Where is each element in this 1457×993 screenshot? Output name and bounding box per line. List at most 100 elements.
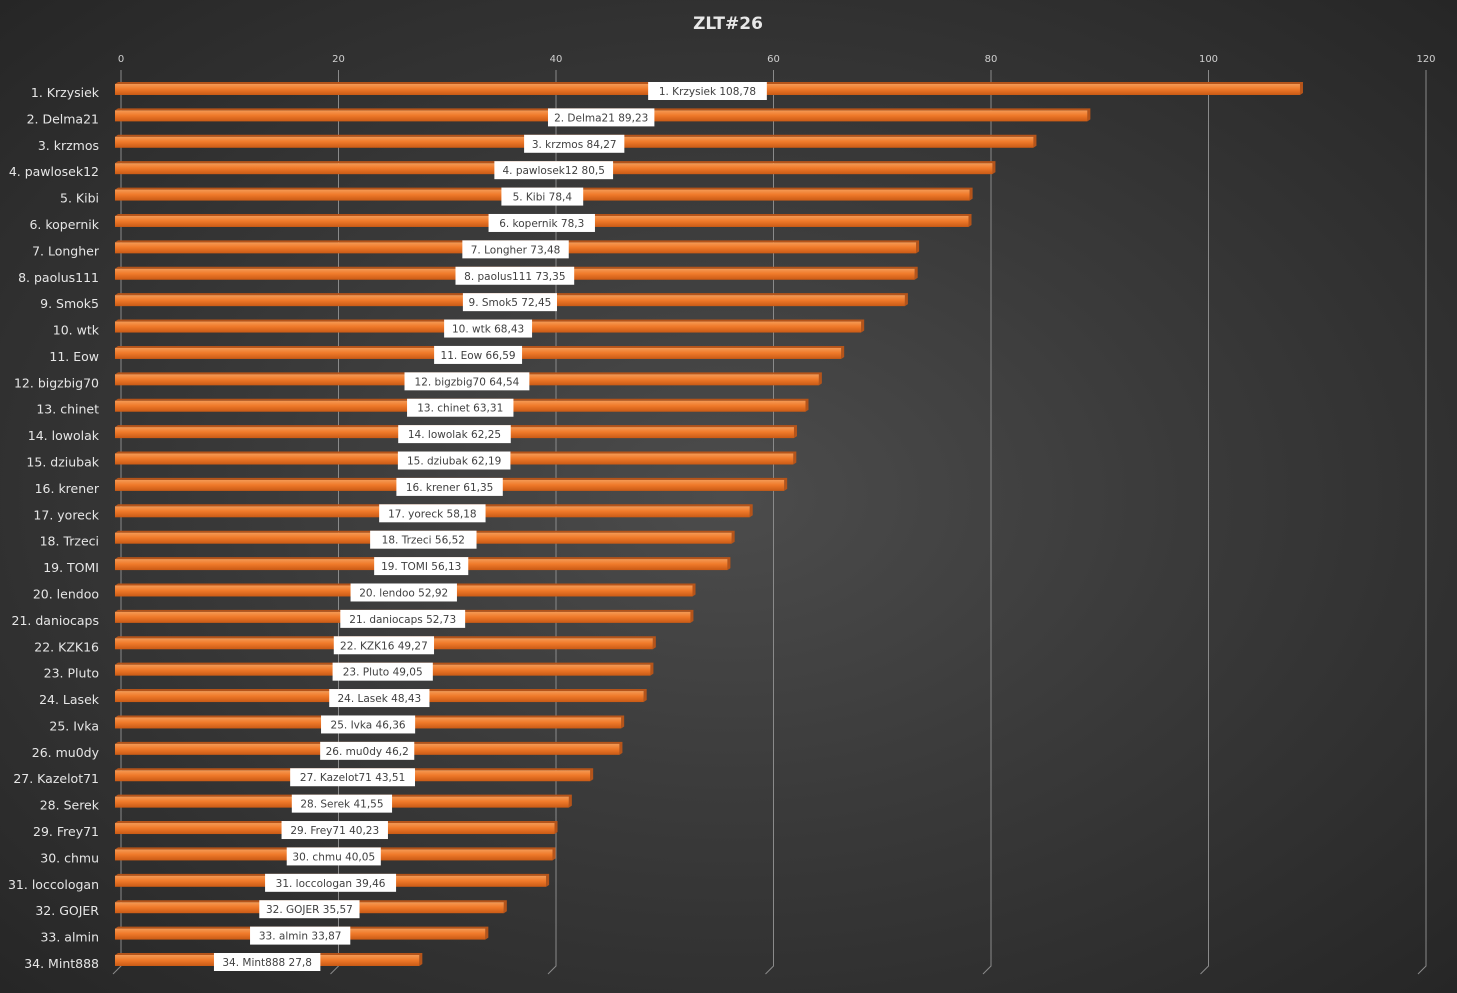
data-label: 27. Kazelot71 43,51 xyxy=(300,772,405,784)
data-label-box xyxy=(286,847,381,866)
data-label-box xyxy=(434,345,523,364)
data-label: 6. kopernik 78,3 xyxy=(499,218,584,230)
category-label: 11. Eow xyxy=(49,349,99,364)
bar-depth xyxy=(115,319,865,333)
data-label-box xyxy=(259,900,360,919)
bar-depth xyxy=(115,900,507,914)
data-label-box xyxy=(488,213,595,232)
bar-depth xyxy=(115,266,918,280)
bar-depth xyxy=(115,609,694,623)
category-label: 12. bigzbig70 xyxy=(14,375,99,390)
data-label: 9. Smok5 72,45 xyxy=(469,297,552,309)
data-label: 8. paolus111 73,35 xyxy=(464,271,565,283)
category-label: 25. Ivka xyxy=(49,718,99,733)
bar-depth xyxy=(115,451,797,465)
category-label: 29. Frey71 xyxy=(33,824,99,839)
data-label: 25. Ivka 46,36 xyxy=(331,719,406,731)
category-label: 4. pawlosek12 xyxy=(9,164,99,179)
category-label: 33. almin xyxy=(40,930,99,945)
x-tick-label: 20 xyxy=(332,54,345,65)
data-label: 30. chmu 40,05 xyxy=(292,851,375,863)
gridline xyxy=(547,70,557,975)
data-label: 26. mu0dy 46,2 xyxy=(326,746,409,758)
data-label: 29. Frey71 40,23 xyxy=(290,825,379,837)
data-label-box xyxy=(291,794,393,813)
bar-depth xyxy=(115,187,973,201)
category-label: 6. kopernik xyxy=(29,217,99,232)
bar-depth xyxy=(115,345,845,359)
category-label: 1. Krzysiek xyxy=(31,85,100,100)
data-label-box xyxy=(501,187,584,206)
data-label-box xyxy=(340,609,466,628)
category-label: 24. Lasek xyxy=(39,692,100,707)
data-label: 22. KZK16 49,27 xyxy=(340,640,428,652)
data-label: 31. loccologan 39,46 xyxy=(276,878,386,890)
data-label-box xyxy=(332,662,433,681)
category-label: 10. wtk xyxy=(53,323,100,338)
data-label: 2. Delma21 89,23 xyxy=(554,112,648,124)
bar-depth xyxy=(115,213,972,227)
category-label: 8. paolus111 xyxy=(18,270,99,285)
data-label-box xyxy=(397,451,511,470)
category-label: 3. krzmos xyxy=(38,138,99,153)
data-label-box xyxy=(444,319,533,338)
category-label: 5. Kibi xyxy=(60,191,99,206)
data-label-box xyxy=(404,372,530,391)
category-label: 19. TOMI xyxy=(43,560,99,575)
category-label: 13. chinet xyxy=(36,402,99,417)
x-tick-label: 60 xyxy=(767,54,780,65)
bar-depth xyxy=(115,425,797,439)
data-label: 11. Eow 66,59 xyxy=(441,350,516,362)
bar-depth xyxy=(115,715,625,729)
bar-depth xyxy=(115,689,647,703)
data-label-box xyxy=(494,161,614,180)
data-label-box xyxy=(407,398,514,417)
data-label: 7. Longher 73,48 xyxy=(471,244,561,256)
category-label: 34. Mint888 xyxy=(24,956,99,971)
data-label: 33. almin 33,87 xyxy=(259,931,342,943)
category-label: 16. krener xyxy=(35,481,100,496)
data-label-box xyxy=(455,266,575,285)
data-label-box xyxy=(333,636,435,655)
data-label-box xyxy=(374,557,469,576)
bar-depth xyxy=(115,557,731,571)
data-label: 18. Trzeci 56,52 xyxy=(382,535,465,547)
data-label: 20. lendoo 52,92 xyxy=(359,587,448,599)
data-label-box xyxy=(281,821,388,840)
data-label: 24. Lasek 48,43 xyxy=(337,693,421,705)
bar-depth xyxy=(115,873,550,887)
data-label: 5. Kibi 78,4 xyxy=(513,192,573,204)
bar-depth xyxy=(115,372,822,386)
category-label: 7. Longher xyxy=(32,243,100,258)
category-label: 9. Smok5 xyxy=(40,296,99,311)
gridline xyxy=(982,70,992,975)
bar-depth xyxy=(115,794,572,808)
category-label: 17. yoreck xyxy=(33,507,99,522)
data-label-box xyxy=(321,715,416,734)
bar-depth xyxy=(115,926,489,940)
data-label: 28. Serek 41,55 xyxy=(300,799,383,811)
data-label-box xyxy=(250,926,351,945)
data-label: 32. GOJER 35,57 xyxy=(266,904,353,916)
category-label: 31. loccologan xyxy=(8,877,99,892)
data-label-box xyxy=(213,953,321,971)
data-label: 3. krzmos 84,27 xyxy=(532,139,617,151)
bar-depth xyxy=(115,821,558,835)
data-label: 1. Krzysiek 108,78 xyxy=(659,86,756,98)
category-label: 15. dziubak xyxy=(26,455,99,470)
data-label-box xyxy=(462,293,557,312)
data-label-box xyxy=(648,82,767,100)
bar-depth xyxy=(115,530,735,544)
data-label: 34. Mint888 27,8 xyxy=(222,957,312,969)
data-label: 16. krener 61,35 xyxy=(406,482,494,494)
category-label: 26. mu0dy xyxy=(32,745,100,760)
bar-depth xyxy=(115,847,556,861)
data-label: 17. yoreck 58,18 xyxy=(388,508,476,520)
data-label: 21. daniocaps 52,73 xyxy=(349,614,456,626)
data-label: 13. chinet 63,31 xyxy=(417,403,503,415)
data-label-box xyxy=(320,741,415,760)
bar-depth xyxy=(115,161,996,175)
category-label: 27. Kazelot71 xyxy=(13,771,99,786)
bar-depth xyxy=(115,82,1303,95)
bar-depth xyxy=(115,768,594,782)
